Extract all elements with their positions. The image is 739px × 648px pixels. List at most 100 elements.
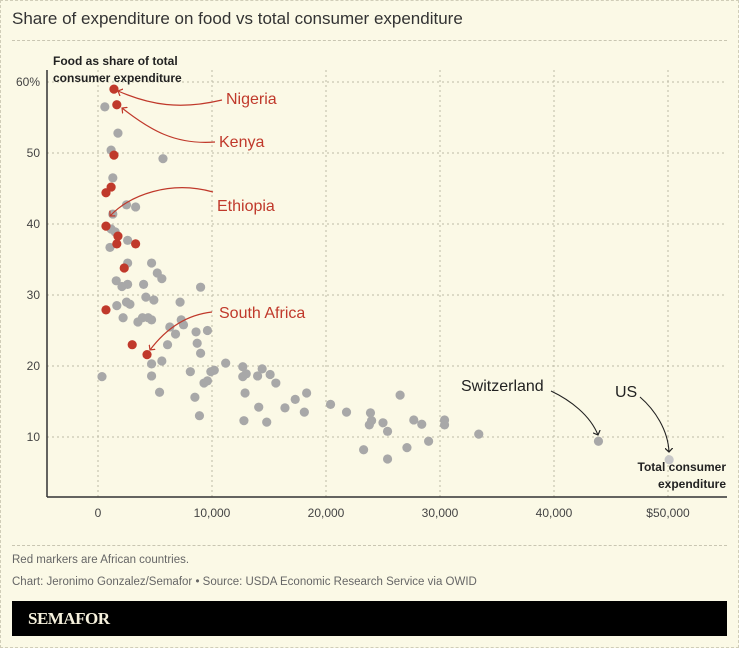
country-point xyxy=(290,394,300,404)
country-point xyxy=(97,372,107,382)
country-point xyxy=(382,426,393,436)
country-point xyxy=(202,325,213,336)
country-point xyxy=(146,359,157,369)
country-point xyxy=(257,364,267,374)
country-point xyxy=(238,362,248,372)
arrow-ethiopia xyxy=(110,187,214,216)
x-tick-label: $50,000 xyxy=(646,506,690,520)
country-point xyxy=(439,420,450,430)
x-tick-label: 0 xyxy=(95,506,102,520)
country-point xyxy=(125,299,135,309)
country-point xyxy=(474,429,484,439)
country-point xyxy=(302,388,312,398)
african-country-point xyxy=(112,100,122,110)
annotation-south-africa: South Africa xyxy=(219,305,305,322)
african-country-point xyxy=(112,239,122,249)
country-point xyxy=(271,378,281,388)
divider xyxy=(12,40,727,41)
y-tick-label: 10 xyxy=(27,430,41,444)
divider xyxy=(12,545,727,546)
y-axis-label-line2: consumer expenditure xyxy=(53,71,182,85)
african-country-point xyxy=(109,84,119,94)
country-point xyxy=(409,415,419,425)
semafor-logo: SEMAFOR xyxy=(28,609,110,628)
country-point xyxy=(253,371,263,381)
arrow-switzerland xyxy=(550,390,598,435)
country-point xyxy=(146,371,157,381)
country-point xyxy=(146,315,157,325)
african-country-point xyxy=(131,239,141,249)
country-point xyxy=(359,445,369,455)
country-point xyxy=(178,320,189,330)
country-point xyxy=(239,416,249,426)
y-tick-label: 30 xyxy=(27,288,41,302)
country-point xyxy=(117,281,127,292)
y-tick-label: 60% xyxy=(16,75,40,89)
country-point xyxy=(118,313,128,323)
country-point xyxy=(280,403,290,413)
country-point xyxy=(221,358,231,368)
country-point xyxy=(100,102,110,112)
country-point xyxy=(365,408,376,418)
african-country-point xyxy=(119,263,129,273)
caption: Red markers are African countries. xyxy=(12,554,190,566)
y-tick-label: 40 xyxy=(27,217,41,231)
country-point xyxy=(131,202,141,212)
country-point xyxy=(262,417,272,427)
country-point xyxy=(417,419,427,429)
country-point xyxy=(196,282,206,292)
country-point xyxy=(139,279,149,289)
country-point xyxy=(240,388,250,398)
x-tick-label: 10,000 xyxy=(194,506,231,520)
african-country-point xyxy=(101,305,111,315)
country-point xyxy=(185,367,195,377)
y-axis-label-line1: Food as share of total xyxy=(53,54,178,68)
country-point xyxy=(196,348,206,358)
annotation-switzerland: Switzerland xyxy=(461,378,544,395)
y-tick-label: 20 xyxy=(27,359,41,373)
country-point xyxy=(157,356,167,366)
country-point xyxy=(149,295,159,305)
scatter-chart: 0 10,000 20,000 30,000 40,000 $50,000 10 20 30 40… xyxy=(16,54,727,520)
african-country-point xyxy=(142,350,152,360)
x-tick-label: 30,000 xyxy=(422,506,459,520)
x-axis-label-line1: Total consumer xyxy=(638,460,727,474)
african-country-point xyxy=(101,221,111,231)
country-point xyxy=(158,154,168,164)
country-point xyxy=(175,297,185,307)
country-point xyxy=(202,376,213,386)
country-point xyxy=(593,436,604,446)
chart-title: Share of expenditure on food vs total co… xyxy=(12,9,463,28)
annotation-us: US xyxy=(615,384,637,401)
country-point xyxy=(402,443,412,453)
country-point xyxy=(395,390,405,400)
country-point xyxy=(157,274,167,284)
country-point xyxy=(364,420,374,430)
country-point xyxy=(265,369,275,380)
country-point xyxy=(664,455,674,465)
country-point xyxy=(108,173,118,183)
arrow-south-africa xyxy=(150,311,213,350)
country-point xyxy=(191,327,201,337)
country-point xyxy=(382,454,393,464)
country-point xyxy=(378,418,388,428)
annotation-nigeria: Nigeria xyxy=(226,91,277,108)
country-point xyxy=(325,399,336,409)
african-country-point xyxy=(127,340,137,350)
country-point xyxy=(341,407,352,417)
country-point xyxy=(424,436,434,446)
country-point xyxy=(238,372,248,382)
african-country-point xyxy=(101,188,111,198)
country-point xyxy=(113,128,123,138)
country-point xyxy=(112,301,122,311)
country-point xyxy=(254,402,264,412)
arrow-kenya xyxy=(122,108,216,143)
country-point xyxy=(192,338,202,348)
country-point xyxy=(190,392,200,402)
country-point xyxy=(111,276,121,286)
country-point xyxy=(154,387,165,397)
african-country-point xyxy=(113,231,123,241)
country-point xyxy=(141,292,151,302)
country-point xyxy=(121,200,132,210)
annotation-ethiopia: Ethiopia xyxy=(217,198,275,215)
